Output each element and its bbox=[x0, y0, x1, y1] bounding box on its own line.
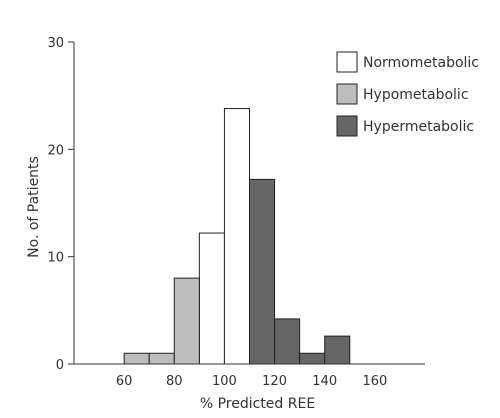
bar-hypermetabolic-140 bbox=[324, 335, 351, 365]
y-tick-label-30: 30 bbox=[47, 36, 64, 51]
bar-hypermetabolic-130 bbox=[299, 352, 326, 365]
bar-normometabolic-90 bbox=[198, 232, 225, 365]
y-axis-title: No. of Patients bbox=[26, 156, 42, 258]
bar-hypometabolic-60 bbox=[123, 352, 150, 365]
ticks-layer: 0 10 20 30 60 80 100 120 140 160 bbox=[47, 36, 387, 389]
legend-item-hypometabolic: Hypometabolic bbox=[336, 83, 469, 105]
legend-item-hypermetabolic: Hypermetabolic bbox=[336, 115, 474, 137]
x-tick-label-100: 100 bbox=[212, 374, 237, 389]
bar-hypermetabolic-120 bbox=[274, 318, 301, 365]
x-tick-label-140: 140 bbox=[312, 374, 337, 389]
x-tick-label-120: 120 bbox=[262, 374, 287, 389]
x-tick-label-80: 80 bbox=[166, 374, 183, 389]
y-tick-label-20: 20 bbox=[47, 143, 64, 158]
x-tick-label-60: 60 bbox=[116, 374, 133, 389]
legend-swatch-normometabolic bbox=[336, 51, 358, 73]
x-tick-label-160: 160 bbox=[362, 374, 387, 389]
y-tick-label-10: 10 bbox=[47, 251, 64, 266]
legend-swatch-hypometabolic bbox=[336, 83, 358, 105]
bar-hypometabolic-70 bbox=[148, 352, 175, 365]
x-axis-title: % Predicted REE bbox=[200, 396, 315, 412]
legend-label-normometabolic: Normometabolic bbox=[363, 55, 479, 71]
legend: Normometabolic Hypometabolic Hypermetaboli… bbox=[336, 51, 479, 137]
legend-item-normometabolic: Normometabolic bbox=[336, 51, 479, 73]
bar-hypometabolic-80 bbox=[173, 277, 200, 365]
bars-layer bbox=[123, 108, 351, 365]
axes-layer bbox=[73, 42, 425, 365]
y-tick-label-0: 0 bbox=[56, 358, 64, 373]
legend-label-hypometabolic: Hypometabolic bbox=[363, 87, 469, 103]
legend-label-hypermetabolic: Hypermetabolic bbox=[363, 119, 474, 135]
bar-hypermetabolic-110 bbox=[249, 178, 276, 365]
legend-swatch-hypermetabolic bbox=[336, 115, 358, 137]
bar-normometabolic-100 bbox=[223, 108, 251, 365]
